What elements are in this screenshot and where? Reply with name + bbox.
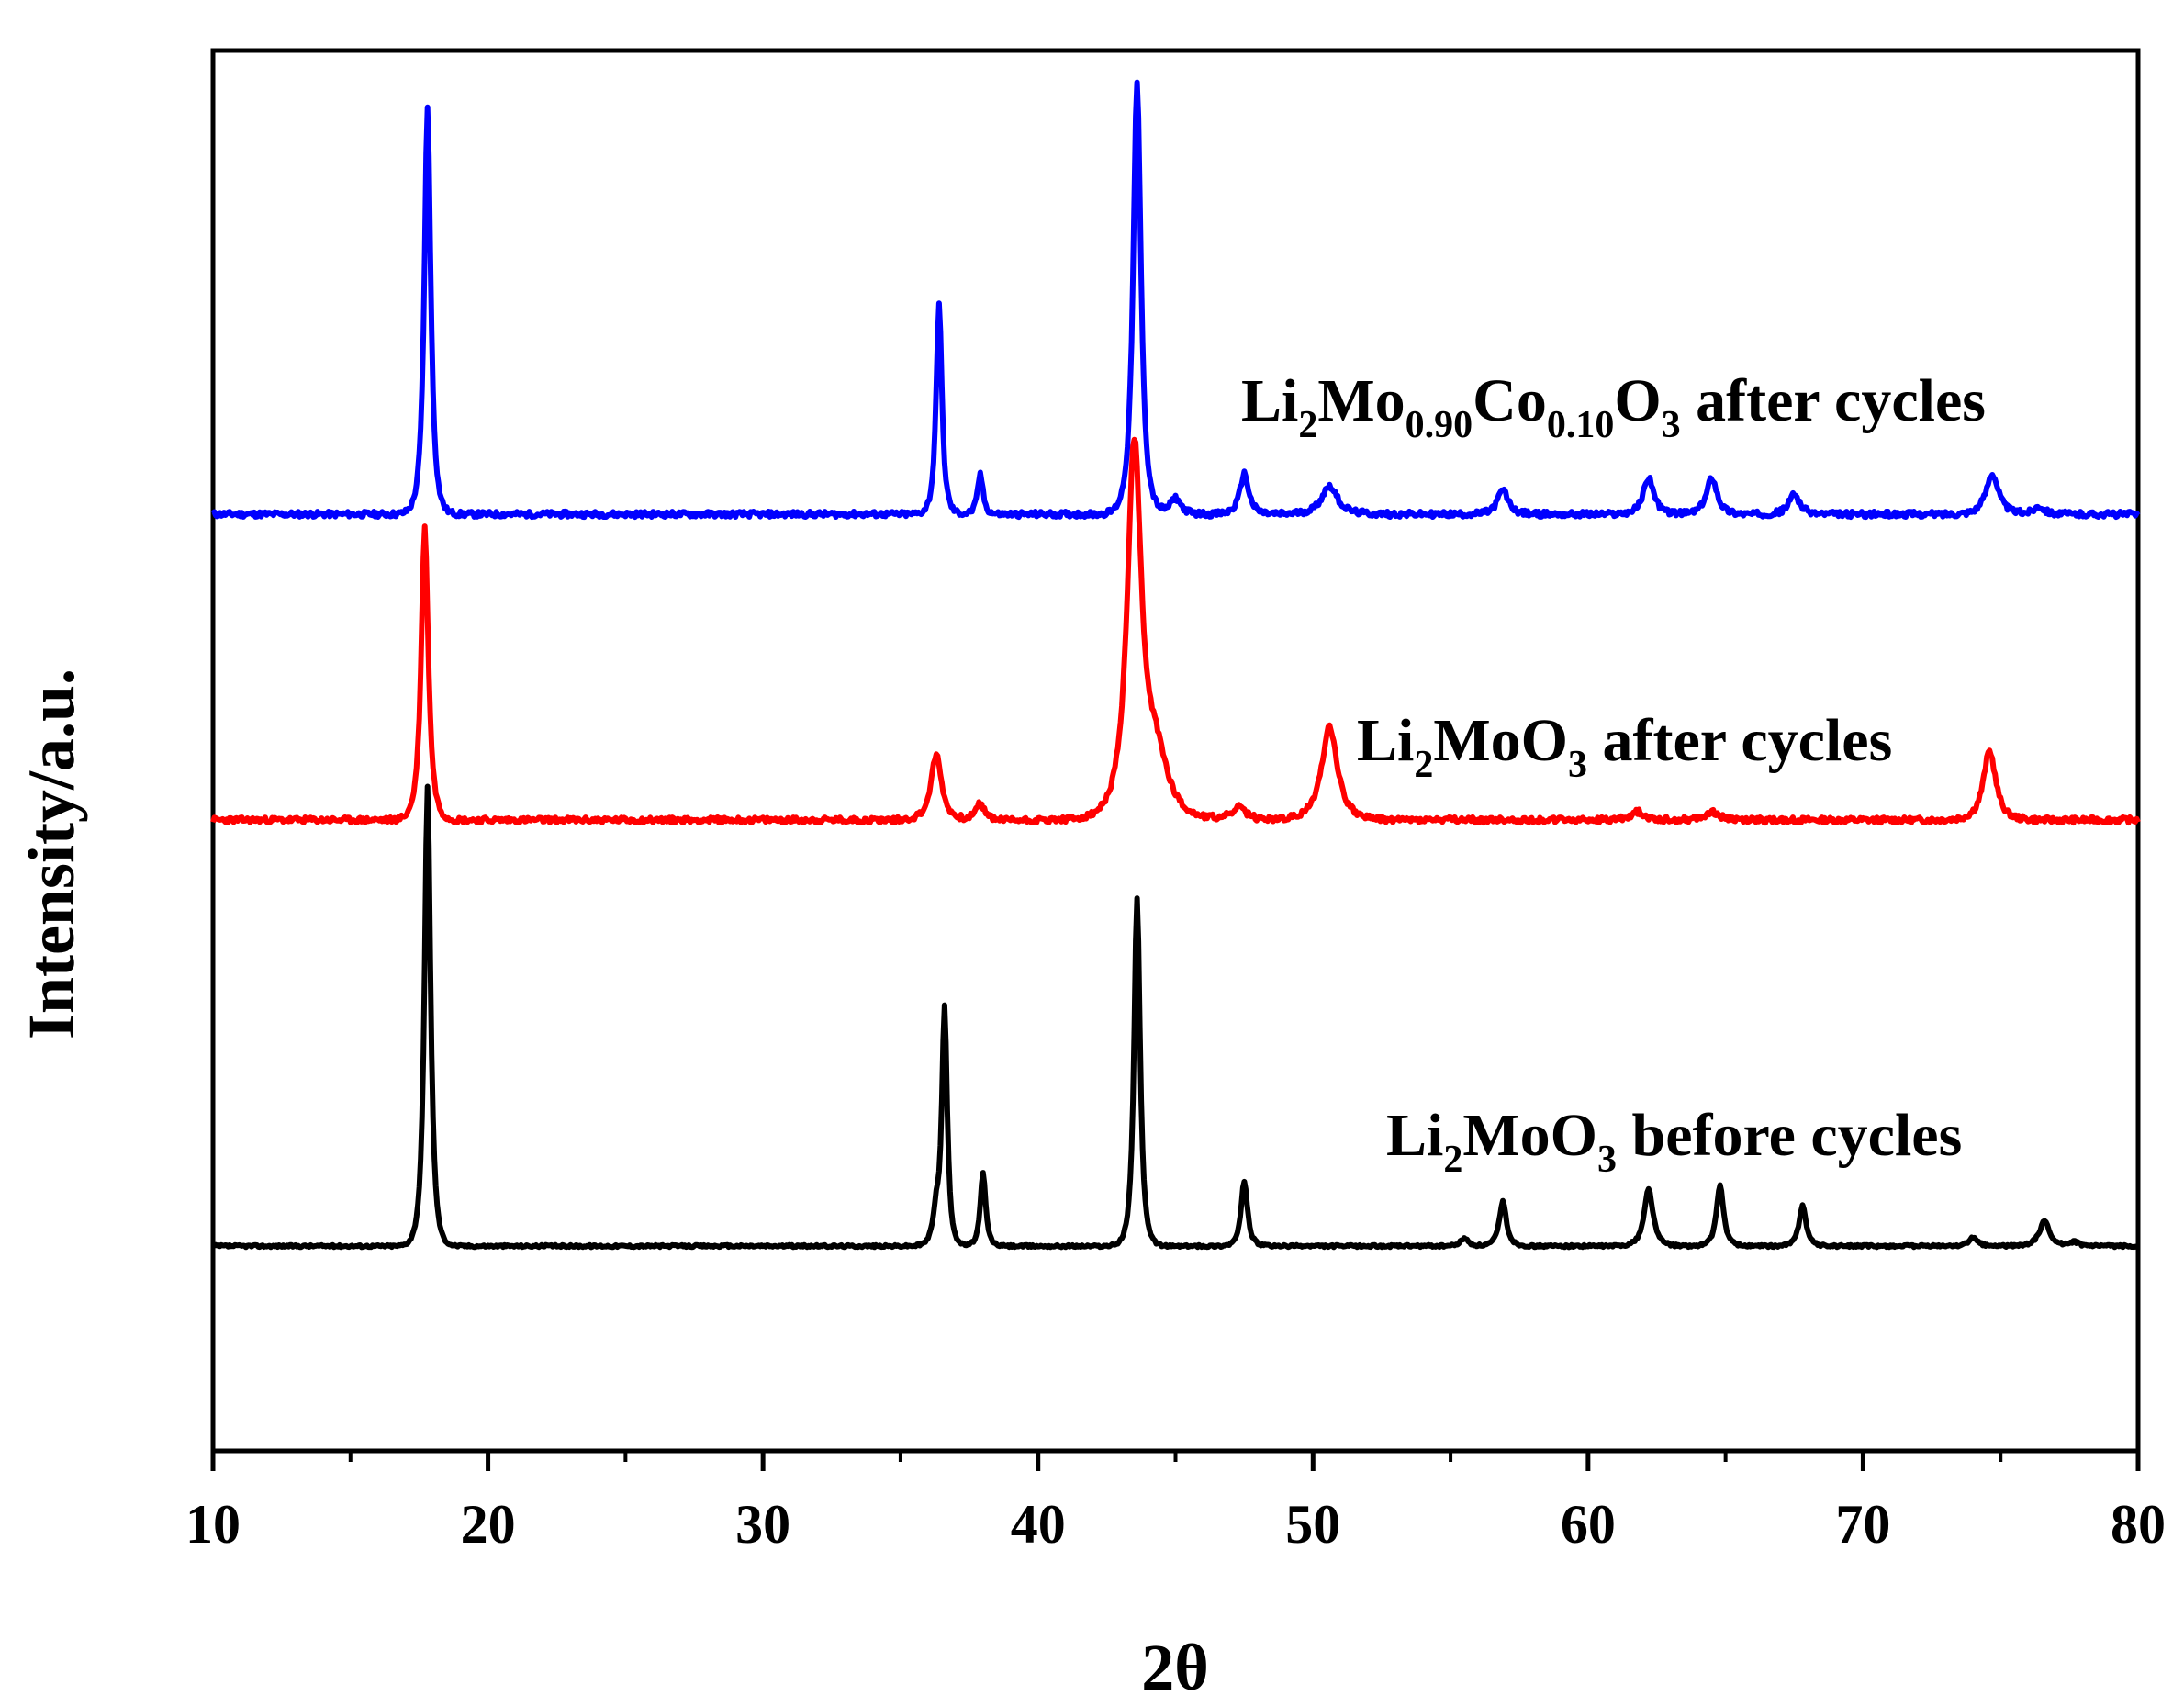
series-layer [210,79,2141,1251]
y-axis-title: Intensity/a.u. [15,668,88,1039]
x-tick-label: 80 [2111,1494,2166,1555]
x-tick-label: 20 [461,1494,516,1555]
x-tick-label: 60 [1561,1494,1616,1555]
x-tick-label: 10 [185,1494,241,1555]
x-axis-title: 2θ [1141,1631,1209,1704]
x-tick-label: 30 [735,1494,790,1555]
series-label-red: Li2MoO3 after cycles [1357,707,1892,786]
x-tick-label: 40 [1011,1494,1066,1555]
series-line-li2mo090co010o3-after [210,79,2141,521]
series-label-blue: Li2Mo0.90Co0.10O3 after cycles [1241,367,1986,446]
series-line-li2moo3-before [211,783,2141,1251]
series-label-black: Li2MoO3 before cycles [1386,1102,1962,1181]
x-tick-label: 50 [1285,1494,1340,1555]
series-line-li2moo3-after [210,436,2141,826]
x-axis-ticks: 10 20 30 40 50 60 70 80 [185,1451,2166,1555]
x-tick-label: 70 [1835,1494,1890,1555]
